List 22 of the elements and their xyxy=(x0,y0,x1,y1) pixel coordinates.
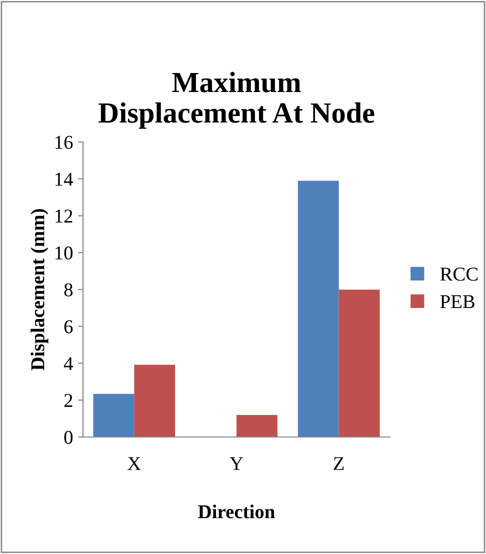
legend-label: PEB xyxy=(440,295,474,308)
y-tick-label: 16 xyxy=(56,136,73,149)
bar xyxy=(134,364,176,437)
x-tick-label: Z xyxy=(334,457,344,470)
x-tick-label: X xyxy=(128,457,141,470)
y-tick-label: 0 xyxy=(64,430,73,444)
y-tick-label: 6 xyxy=(64,320,73,334)
legend-label: RCC xyxy=(440,268,478,281)
x-tick-label: Y xyxy=(230,457,244,470)
bar xyxy=(93,394,134,437)
bar xyxy=(236,415,278,437)
y-tick-label: 2 xyxy=(64,394,72,407)
y-tick-label: 12 xyxy=(56,210,72,222)
y-tick-label: 8 xyxy=(64,283,73,296)
chart-title: Maximum Displacement At Node xyxy=(98,72,374,129)
y-tick-label: 10 xyxy=(56,246,73,260)
x-axis-title: Direction xyxy=(198,504,275,518)
y-tick-label: 14 xyxy=(56,172,73,186)
bar xyxy=(298,180,339,437)
y-tick-label: 4 xyxy=(64,357,73,370)
bar xyxy=(338,290,380,437)
y-axis-title: Displacement (mm) xyxy=(30,209,48,370)
